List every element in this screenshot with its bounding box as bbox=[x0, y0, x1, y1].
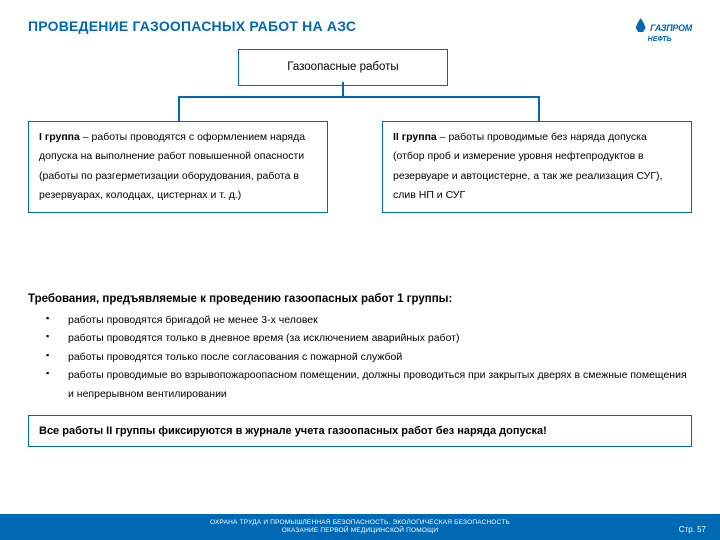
diagram-root-label: Газоопасные работы bbox=[287, 61, 398, 73]
group2-sep: – bbox=[437, 131, 449, 143]
diagram-root-box: Газоопасные работы bbox=[238, 49, 448, 86]
group2-box: II группа – работы проводимые без наряда… bbox=[382, 121, 692, 213]
page-title: ПРОВЕДЕНИЕ ГАЗООПАСНЫХ РАБОТ НА АЗС bbox=[28, 18, 356, 34]
page-number: Стр. 57 bbox=[679, 525, 706, 534]
group2-head: II группа bbox=[393, 131, 437, 143]
diagram: Газоопасные работы I группа – работы про… bbox=[28, 49, 692, 279]
connector-bar bbox=[178, 96, 538, 98]
list-item: работы проводимые во взрывопожароопасном… bbox=[46, 366, 692, 403]
requirements-list: работы проводятся бригадой не менее 3-х … bbox=[28, 311, 692, 403]
list-item: работы проводятся бригадой не менее 3-х … bbox=[46, 311, 692, 329]
connector-left bbox=[178, 96, 180, 121]
logo-sub: НЕФТЬ bbox=[648, 36, 692, 43]
alert-box: Все работы II группы фиксируются в журна… bbox=[28, 415, 692, 447]
requirements-heading: Требования, предъявляемые к проведению г… bbox=[28, 293, 692, 305]
footer-line2: ОКАЗАНИЕ ПЕРВОЙ МЕДИЦИНСКОЙ ПОМОЩИ bbox=[282, 527, 439, 534]
header: ПРОВЕДЕНИЕ ГАЗООПАСНЫХ РАБОТ НА АЗС ГАЗП… bbox=[28, 18, 692, 43]
alert-text: Все работы II группы фиксируются в журна… bbox=[39, 425, 547, 437]
footer-line1: ОХРАНА ТРУДА И ПРОМЫШЛЕННАЯ БЕЗОПАСНОСТЬ… bbox=[210, 519, 510, 526]
list-item: работы проводятся только после согласова… bbox=[46, 348, 692, 366]
group1-sep: – bbox=[80, 131, 92, 143]
brand-logo: ГАЗПРОМ НЕФТЬ bbox=[636, 18, 692, 43]
footer: ОХРАНА ТРУДА И ПРОМЫШЛЕННАЯ БЕЗОПАСНОСТЬ… bbox=[0, 514, 720, 540]
footer-text: ОХРАНА ТРУДА И ПРОМЫШЛЕННАЯ БЕЗОПАСНОСТЬ… bbox=[210, 519, 510, 535]
logo-name: ГАЗПРОМ bbox=[650, 23, 692, 33]
list-item: работы проводятся только в дневное время… bbox=[46, 329, 692, 347]
flame-icon bbox=[636, 18, 646, 32]
connector-stem bbox=[342, 82, 344, 96]
group1-head: I группа bbox=[39, 131, 80, 143]
connector-right bbox=[538, 96, 540, 121]
group1-box: I группа – работы проводятся с оформлени… bbox=[28, 121, 328, 213]
